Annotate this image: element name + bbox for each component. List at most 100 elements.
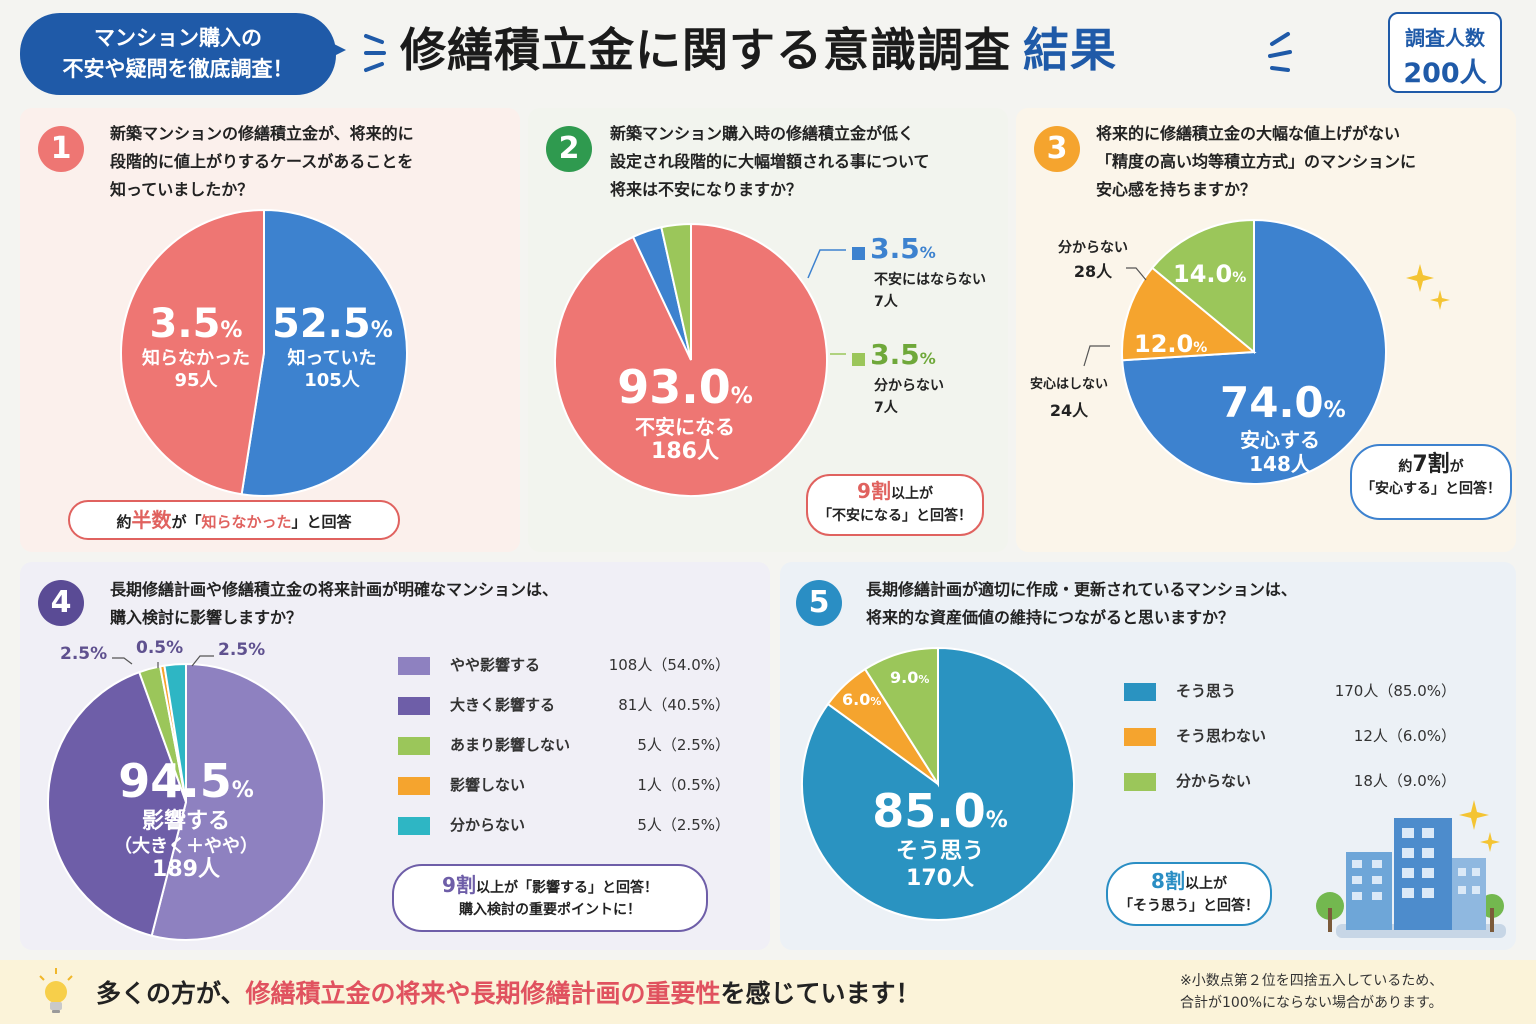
pie3-label-reassured: 74.0% 安心する 148人 [1220,378,1346,477]
pie-chart-4 [47,662,325,941]
pie4-center-sub: （大きく＋やや） [114,835,258,857]
legend-count: 1人（0.5%） [637,776,730,794]
pie3-count-reassured: 148人 [1249,452,1311,477]
legend-row: 大きく影響する 81人（40.5%） [398,694,730,715]
q1-callout-pre: 約 [116,513,132,531]
pie2-count-dont-know: 7人 [874,400,898,416]
pie4-center-text: 影響する [141,809,230,835]
pie5-pct-dont-know: 9.0% [890,668,930,687]
q2-callout-line1: 以上が [890,486,933,502]
pie5-pct-disagree: 6.0% [842,690,882,709]
pie5-count-agree: 170人 [906,865,974,891]
header-tag-tail [326,40,346,60]
q4-callout-line2: 購入検討の重要ポイントに！ [459,902,641,918]
question-text-3: 将来的に修繕積立金の大幅な値上げがない 「精度の高い均等積立方式」のマンションに… [1096,124,1417,199]
question-number-3: 3 [1034,126,1080,172]
pie-slice-pie3-1 [1121,266,1257,362]
pie-chart-3 [1121,218,1387,485]
pie4-pct-none: 0.5% [136,638,184,658]
buildings-illustration [1316,818,1506,938]
pie4-pct-little: 2.5% [60,644,108,664]
legend-count: 5人（2.5%） [637,736,730,754]
pie1-pct-didnt-know: 3.5 [149,301,221,347]
q3-callout-line2: 「安心する」と回答！ [1361,481,1501,497]
pie3-text-not-reassured-block: 安心はしない 24人 [1030,372,1108,424]
question-text-2: 新築マンション購入時の修繕積立金が低く 設定され段階的に大幅増額される事について… [610,124,930,199]
q4-callout: 9割以上が「影響する」と回答！ 購入検討の重要ポイントに！ [392,864,708,932]
pie1-pct-knew: 52.5 [272,301,371,347]
pie2-pct-dont-know: 3.5 [870,338,920,371]
legend-label: 影響しない [450,776,526,794]
pie-slice-pie5-2 [863,646,939,788]
pie-slice-pie4-0 [150,662,325,941]
legend-label: そう思わない [1176,727,1267,745]
legend-row: 影響しない 1人（0.5%） [398,774,730,795]
q1-callout-post: 」と回答 [291,513,352,531]
legend-label: 分からない [1176,772,1252,790]
pie4-pct-unknown: 2.5% [218,640,266,660]
pie-slice-pie1-0 [240,208,408,497]
pie4-leader-lines [112,655,214,668]
legend-row: 分からない 5人（2.5%） [398,814,730,835]
page-title: 修繕積立金に関する意識調査 結果 [400,14,1117,80]
pie3-text-dont-know-block: 分からない 28人 [1058,236,1128,284]
pie5-text-agree: そう思う [895,839,984,865]
legend-swatch [398,656,430,675]
pie-chart-2 [554,222,828,497]
question-number-2: 2 [546,126,592,172]
legend-count: 12人（6.0%） [1353,727,1456,745]
legend-label: あまり影響しない [450,736,571,754]
legend-count: 81人（40.5%） [618,696,730,714]
pie2-callout-not-anxious: 3.5% 不安にはならない 7人 [852,232,986,313]
pie5-pct-disagree-value: 6.0 [842,690,871,709]
sparkle-icon-2 [1459,800,1500,852]
pie2-leader-lines [807,249,846,355]
legend-label: 大きく影響する [450,696,556,714]
q1-callout-highlight1: 半数 [131,508,172,532]
legend-count: 5人（2.5%） [637,816,730,834]
pie1-count-knew: 105人 [304,369,360,391]
legend-swatch [398,696,430,715]
lightbulb-icon [39,968,73,1013]
pie4-center-label: 94.5% 影響する （大きく＋やや） 189人 [96,754,276,884]
pie-slice-pie3-2 [1150,218,1255,355]
footer-note: ※小数点第２位を四捨五入しているため、 合計が100%にならない場合があります。 [1180,973,1444,1011]
footer-banner [0,960,1536,1024]
pie3-pct-dont-know-value: 14.0 [1173,260,1233,288]
legend-count: 170人（85.0%） [1334,682,1456,700]
pie5-label-agree: 85.0% そう思う 170人 [860,784,1020,892]
pie3-text-dont-know: 分からない [1058,240,1128,256]
pie-chart-1 [120,208,408,497]
legend-swatch [398,776,430,795]
pie3-pct-dont-know: 14.0% [1173,260,1247,288]
q5-callout-line2: 「そう思う」と回答！ [1119,898,1259,914]
pie3-pct-not-reassured: 12.0% [1134,330,1208,358]
pie-slice-pie4-1 [47,670,188,937]
q5-callout-highlight: 8割 [1151,869,1185,893]
respondents-box: 調査人数 200人 [1388,12,1502,93]
pie2-text-anxious: 不安になる [635,415,735,440]
q4-callout-line1: 以上が「影響する」と回答！ [475,880,658,896]
footer-message: 多くの方が、修繕積立金の将来や長期修繕計画の重要性を感じています！ [96,974,921,1010]
emphasis-lines-right-icon [1268,32,1292,72]
q5-callout-line1: 以上が [1184,876,1227,892]
q1-callout-mid: が「 [171,513,202,531]
respondents-label: 調査人数 [1405,26,1485,50]
legend-row: やや影響する 108人（54.0%） [398,654,730,675]
q2-callout: 9割以上が 「不安になる」と回答！ [806,474,984,536]
question-number-4: 4 [38,580,84,626]
pie-slice-pie4-4 [163,662,187,803]
footer-message-highlight: 修繕積立金の将来や長期修繕計画の重要性 [245,979,721,1008]
legend-label: そう思う [1176,682,1237,700]
q5-callout: 8割以上が 「そう思う」と回答！ [1106,862,1272,926]
question-text-4: 長期修繕計画や修繕積立金の将来計画が明確なマンションは、 購入検討に影響しますか… [110,580,559,627]
legend-row: そう思う 170人（85.0%） [1124,680,1456,701]
legend-swatch [1124,772,1156,791]
emphasis-lines-left-icon [364,34,386,72]
q3-callout-highlight: 7割 [1412,452,1450,477]
pie1-label-didnt-know: 3.5% 知らなかった 95人 [136,300,256,391]
sparkle-icon [1406,264,1450,310]
header-tag-line1: マンション購入の [94,26,262,50]
legend-count: 108人（54.0%） [608,656,730,674]
pie3-pct-reassured: 74.0 [1220,378,1324,427]
